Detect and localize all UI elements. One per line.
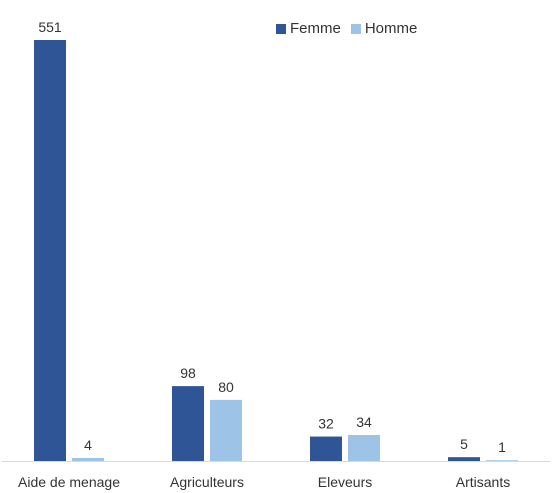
data-label-homme-1: 80 (218, 379, 234, 395)
legend-swatch-femme (276, 23, 286, 34)
bar-homme-1 (210, 399, 242, 461)
x-tick-label-2: Eleveurs (318, 474, 372, 490)
bar-homme-0 (72, 457, 104, 461)
data-label-homme-3: 1 (498, 439, 506, 455)
bar-femme-3 (448, 457, 480, 461)
data-label-femme-2: 32 (318, 416, 334, 432)
data-label-femme-0: 551 (38, 19, 62, 35)
bar-homme-2 (348, 435, 380, 461)
bar-homme-3 (486, 460, 518, 461)
data-label-homme-2: 34 (356, 414, 372, 430)
legend-label-homme: Homme (364, 20, 418, 37)
bar-femme-2 (310, 436, 342, 461)
legend-swatch-homme (350, 23, 361, 34)
bar-femme-0 (34, 40, 66, 461)
legend-item-homme: Homme (350, 20, 418, 37)
x-tick-label-0: Aide de menage (18, 474, 120, 490)
x-tick-label-3: Artisants (456, 474, 510, 490)
legend-label-femme: Femme (290, 20, 341, 37)
x-tick-label-1: Agriculteurs (170, 474, 244, 490)
chart-legend: Femme Homme (276, 20, 417, 37)
data-label-homme-0: 4 (84, 437, 92, 453)
bar-femme-1 (172, 386, 204, 461)
legend-item-femme: Femme (276, 20, 341, 37)
data-label-femme-1: 98 (180, 365, 196, 381)
data-label-femme-3: 5 (460, 436, 468, 452)
